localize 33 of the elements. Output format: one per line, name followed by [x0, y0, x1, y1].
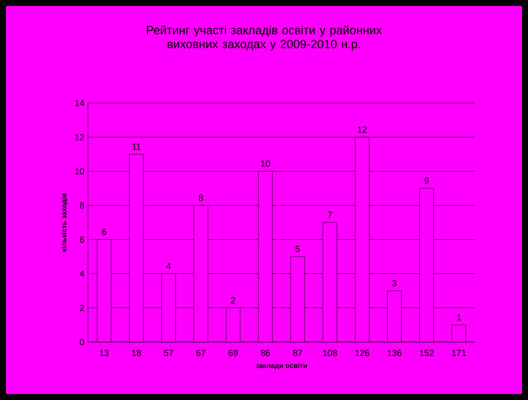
- data-label: 7: [328, 212, 332, 218]
- x-tick-label: 87: [293, 350, 302, 356]
- data-label: 11: [132, 144, 141, 150]
- chart-title: Рейтинг участі закладів освіти у районних виховних заходах у 2009-2010 н.р.: [146, 25, 382, 51]
- x-tick-label: 108: [323, 350, 337, 356]
- y-tick-label: 10: [75, 168, 84, 174]
- data-label: 3: [392, 280, 396, 286]
- data-label: 8: [198, 194, 203, 201]
- y-tick-label: 6: [80, 236, 84, 243]
- x-tick-label: 18: [132, 350, 141, 356]
- data-label: 5: [296, 246, 300, 252]
- y-tick-label: 0: [80, 338, 84, 346]
- x-tick-label: 69: [228, 350, 238, 356]
- x-tick-label: 13: [100, 350, 109, 356]
- data-label: 4: [166, 263, 171, 270]
- x-tick-label: 67: [196, 350, 206, 356]
- data-label: 10: [261, 160, 270, 167]
- x-tick-label: 152: [420, 350, 434, 356]
- x-tick-label: 171: [452, 350, 466, 356]
- y-tick-label: 14: [75, 100, 84, 106]
- data-label: 1: [457, 314, 461, 320]
- x-tick-label: 136: [388, 350, 402, 356]
- data-label: 9: [424, 177, 429, 184]
- x-tick-label: 86: [260, 350, 270, 356]
- y-tick-label: 8: [80, 202, 84, 209]
- data-label: 12: [358, 126, 367, 133]
- y-tick-label: 2: [80, 304, 84, 311]
- y-tick-label: 4: [80, 270, 84, 277]
- y-tick-label: 12: [75, 134, 84, 140]
- data-label: 2: [231, 297, 236, 304]
- x-tick-label: 57: [164, 350, 174, 356]
- data-label: 6: [102, 228, 106, 236]
- x-tick-label: 126: [355, 350, 370, 356]
